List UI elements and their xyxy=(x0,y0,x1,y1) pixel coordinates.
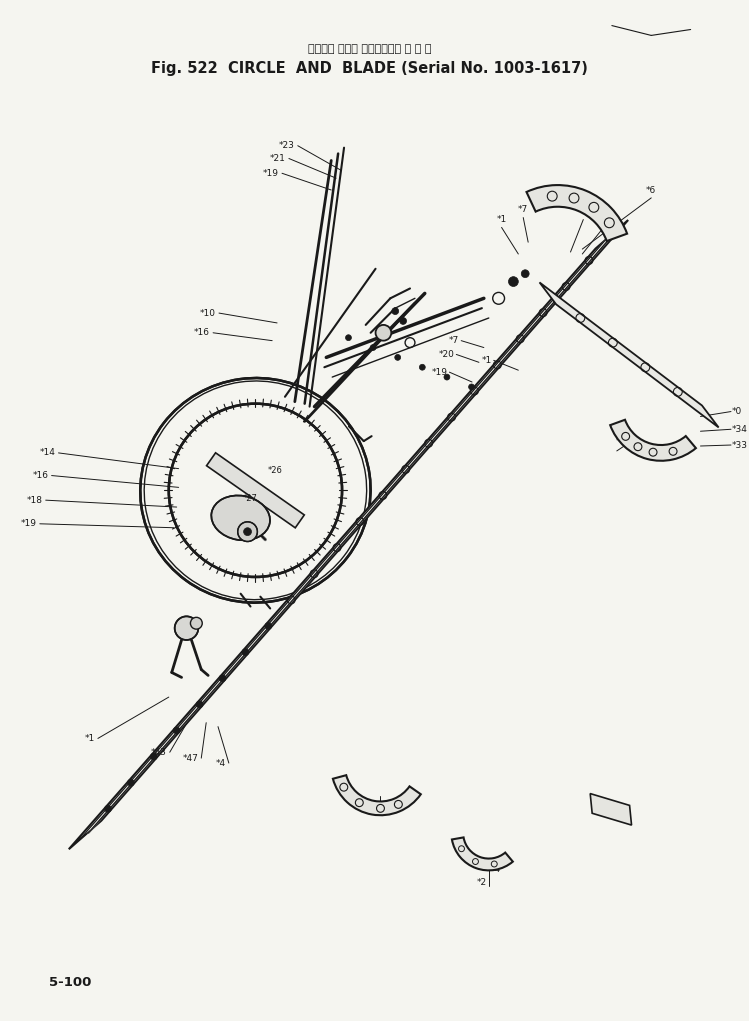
Text: *18: *18 xyxy=(27,495,43,504)
Text: *27: *27 xyxy=(243,494,258,502)
Text: *1: *1 xyxy=(497,215,507,224)
Circle shape xyxy=(400,318,407,325)
Text: *20: *20 xyxy=(438,350,455,359)
Circle shape xyxy=(105,806,112,813)
Text: *7: *7 xyxy=(602,218,612,227)
Text: *16: *16 xyxy=(194,329,210,337)
Wedge shape xyxy=(527,185,627,241)
Text: Fig. 522  CIRCLE  AND  BLADE (Serial No. 1003-1617): Fig. 522 CIRCLE AND BLADE (Serial No. 10… xyxy=(151,61,588,77)
Wedge shape xyxy=(452,837,513,870)
Circle shape xyxy=(175,617,198,640)
Text: *0: *0 xyxy=(732,407,742,416)
Text: *19: *19 xyxy=(263,168,279,178)
Text: *6: *6 xyxy=(646,186,656,195)
Text: *33: *33 xyxy=(732,440,748,449)
Polygon shape xyxy=(69,221,628,849)
Circle shape xyxy=(169,403,342,577)
Wedge shape xyxy=(610,420,696,460)
Circle shape xyxy=(127,779,134,786)
Polygon shape xyxy=(207,452,304,528)
Text: *1: *1 xyxy=(85,734,95,743)
Circle shape xyxy=(219,675,226,682)
Polygon shape xyxy=(79,229,618,840)
Text: *10: *10 xyxy=(616,437,631,445)
Ellipse shape xyxy=(211,495,270,540)
Text: *2: *2 xyxy=(359,803,369,812)
Circle shape xyxy=(521,270,529,278)
Text: *34: *34 xyxy=(732,425,748,434)
Text: *14: *14 xyxy=(40,448,55,457)
Circle shape xyxy=(380,329,387,337)
Text: *16: *16 xyxy=(33,471,49,480)
Text: *43: *43 xyxy=(151,747,167,757)
Circle shape xyxy=(345,335,351,341)
Circle shape xyxy=(243,528,252,536)
Text: *4: *4 xyxy=(216,759,226,768)
Polygon shape xyxy=(590,793,631,825)
Wedge shape xyxy=(333,775,421,815)
Text: サークル および ブレード（適 用 号 機: サークル および ブレード（適 用 号 機 xyxy=(308,44,431,54)
Text: *6: *6 xyxy=(582,208,592,217)
Circle shape xyxy=(190,618,202,629)
Text: *4: *4 xyxy=(491,865,501,874)
Circle shape xyxy=(173,727,181,734)
Circle shape xyxy=(370,345,376,350)
Text: *2: *2 xyxy=(477,878,487,886)
Text: *23: *23 xyxy=(279,141,295,150)
Ellipse shape xyxy=(140,378,371,602)
Circle shape xyxy=(265,623,272,630)
Circle shape xyxy=(151,753,157,760)
Text: *26: *26 xyxy=(267,467,282,475)
Text: *7: *7 xyxy=(449,336,459,345)
Text: 5-100: 5-100 xyxy=(49,976,91,989)
Circle shape xyxy=(392,307,398,314)
Circle shape xyxy=(242,648,249,655)
Circle shape xyxy=(509,277,518,287)
Text: *19: *19 xyxy=(431,368,447,377)
Text: *47: *47 xyxy=(183,753,198,763)
Text: *21: *21 xyxy=(270,154,286,163)
Circle shape xyxy=(469,384,475,390)
Text: *10: *10 xyxy=(200,308,216,318)
Text: *7: *7 xyxy=(518,205,528,214)
Circle shape xyxy=(444,374,450,380)
Circle shape xyxy=(375,325,391,341)
Text: *1: *1 xyxy=(482,356,492,364)
Circle shape xyxy=(395,354,401,360)
Circle shape xyxy=(419,364,425,371)
Text: *19: *19 xyxy=(21,520,37,528)
Circle shape xyxy=(196,701,203,708)
Circle shape xyxy=(237,522,258,541)
Polygon shape xyxy=(539,283,718,428)
